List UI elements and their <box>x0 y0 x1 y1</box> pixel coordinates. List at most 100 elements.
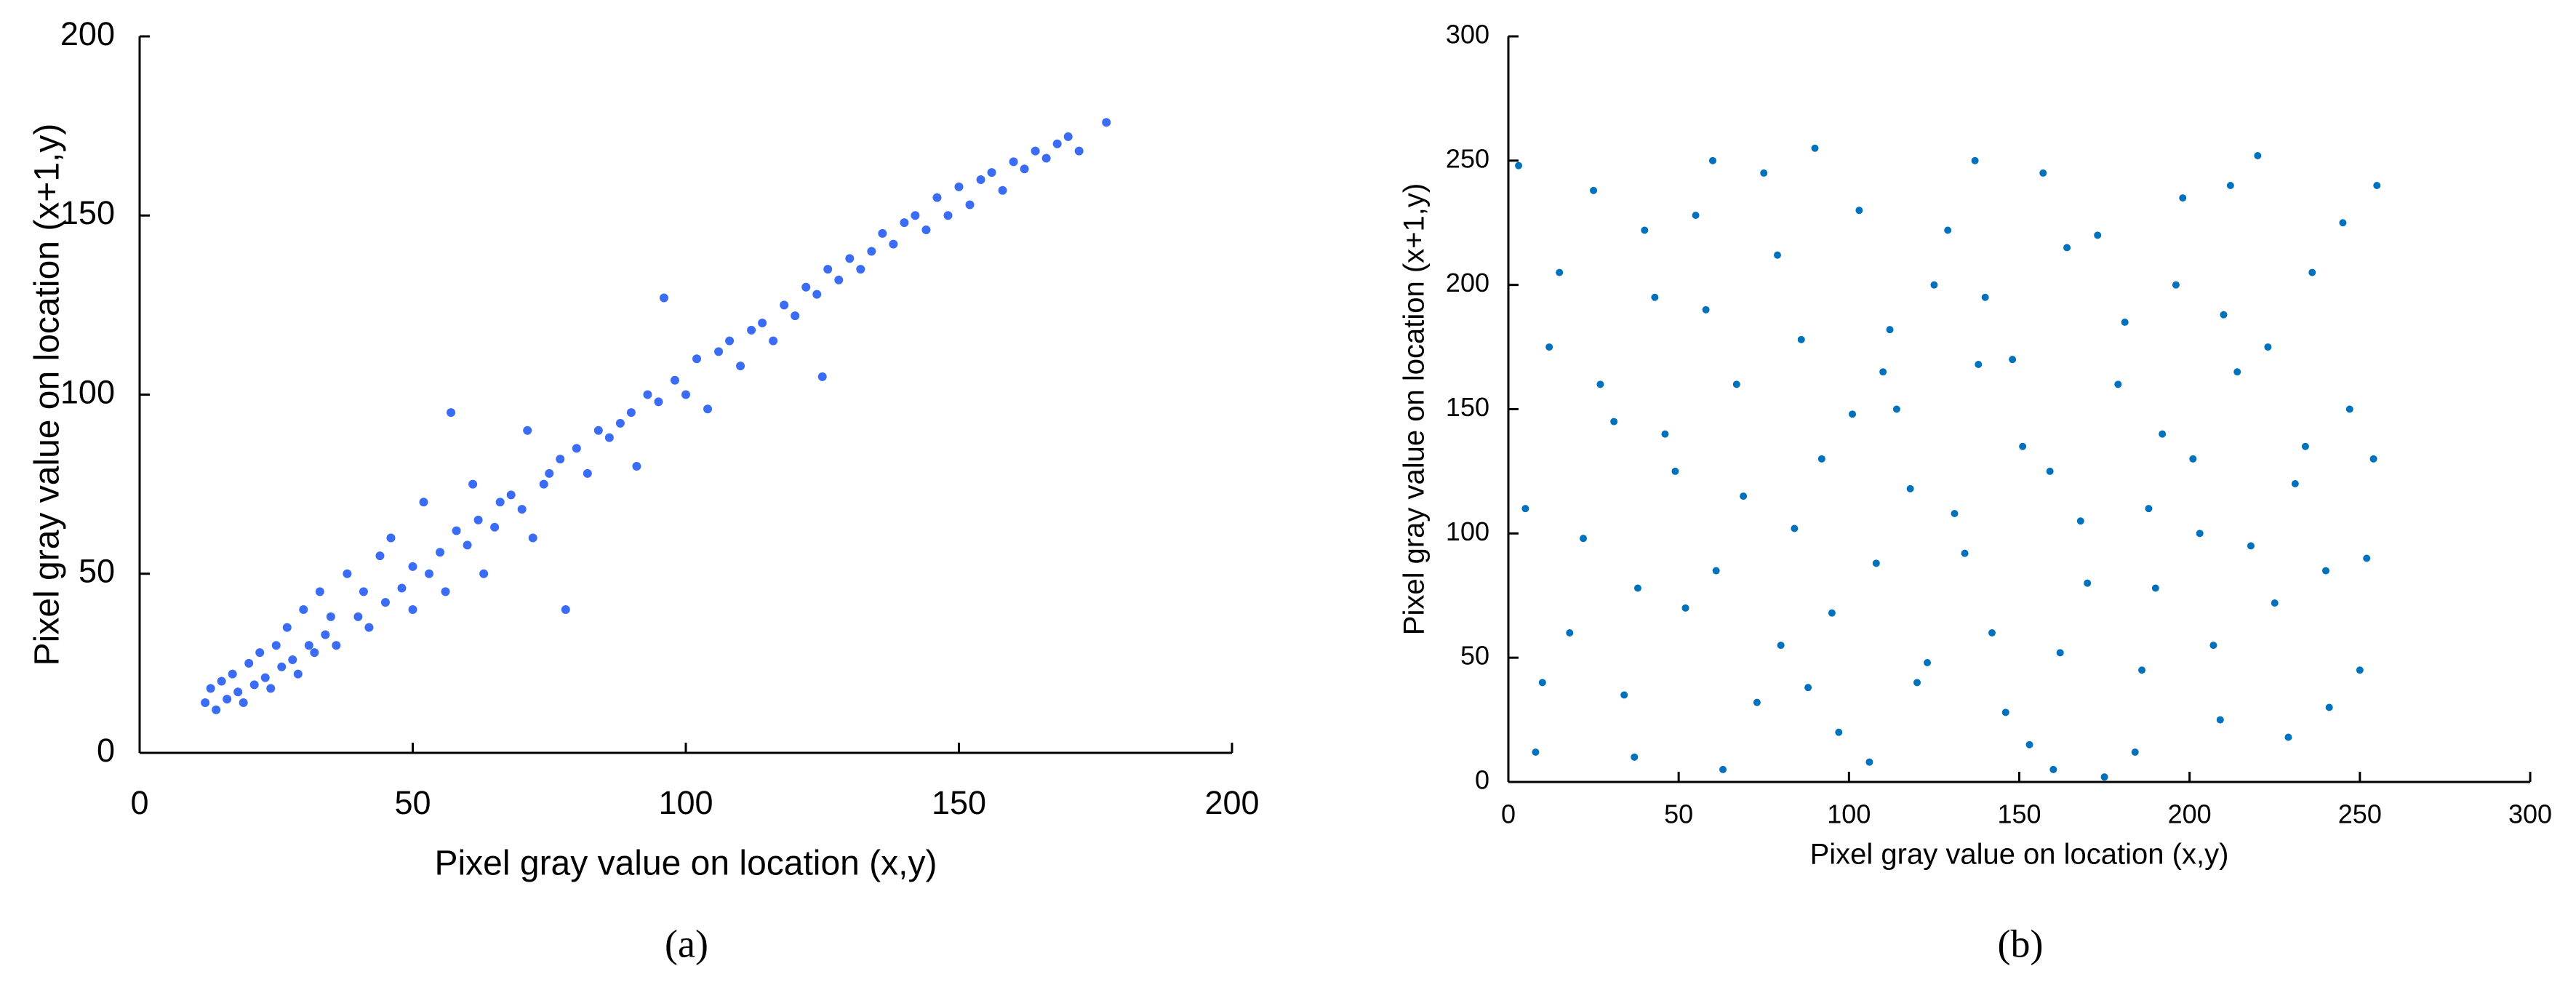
point <box>998 185 1007 195</box>
point <box>2084 579 2092 587</box>
point <box>1661 430 1669 438</box>
point <box>2131 749 2139 756</box>
point <box>2291 480 2299 487</box>
point <box>2209 642 2217 650</box>
point <box>736 362 745 371</box>
point <box>2247 542 2255 550</box>
x-tick-label: 300 <box>2508 799 2552 829</box>
point <box>1074 146 1084 156</box>
point <box>1633 584 1641 592</box>
point <box>201 698 210 708</box>
point <box>1879 368 1887 376</box>
point <box>758 319 767 327</box>
y-tick-label: 50 <box>79 553 115 590</box>
point <box>299 605 308 614</box>
point <box>321 630 330 639</box>
point <box>556 455 565 464</box>
point <box>1791 524 1799 532</box>
point <box>233 687 243 697</box>
point <box>2019 442 2027 450</box>
point <box>583 468 592 478</box>
point <box>2369 455 2377 463</box>
point <box>1515 161 1523 169</box>
point <box>1041 153 1051 163</box>
point <box>249 680 259 690</box>
point <box>1566 629 1574 636</box>
y-tick-label: 150 <box>1446 392 1489 422</box>
point <box>1740 492 1748 500</box>
point <box>632 462 641 471</box>
point <box>2114 380 2122 388</box>
point <box>2049 765 2057 773</box>
point <box>659 293 668 303</box>
point <box>1009 157 1018 167</box>
point <box>343 569 352 578</box>
point <box>1031 146 1040 156</box>
point <box>2233 368 2241 376</box>
point <box>1641 226 1649 234</box>
point <box>2356 666 2364 674</box>
point <box>463 540 472 550</box>
point <box>326 612 335 621</box>
point <box>643 390 652 399</box>
x-tick-label: 100 <box>1827 799 1871 829</box>
x-tick-label: 0 <box>130 784 148 821</box>
caption: (b) <box>1998 922 2044 965</box>
x-tick-label: 150 <box>932 784 986 821</box>
point <box>2284 733 2292 741</box>
point <box>2056 649 2064 657</box>
point <box>2138 666 2146 674</box>
point <box>223 695 232 704</box>
point <box>212 705 221 714</box>
y-tick-label: 50 <box>1460 641 1489 671</box>
point <box>1709 156 1716 164</box>
point <box>615 418 625 428</box>
x-axis-label: Pixel gray value on location (x,y) <box>435 845 937 883</box>
point <box>987 168 996 177</box>
point <box>654 397 663 407</box>
point <box>2159 430 2167 438</box>
point <box>353 612 363 621</box>
point <box>1580 535 1588 543</box>
point <box>1712 567 1720 575</box>
point <box>375 551 385 561</box>
point <box>1944 226 1952 234</box>
point <box>293 669 303 679</box>
point <box>954 182 964 191</box>
x-tick-label: 0 <box>1501 799 1516 829</box>
point <box>703 404 713 414</box>
point <box>801 282 811 292</box>
point <box>817 372 827 381</box>
x-axis-label: Pixel gray value on location (x,y) <box>1810 839 2229 871</box>
point <box>2322 567 2329 575</box>
point <box>2172 281 2180 289</box>
y-tick-label: 100 <box>1446 516 1489 546</box>
point <box>1681 604 1689 612</box>
point <box>593 426 603 435</box>
point <box>681 390 690 399</box>
point <box>2196 530 2204 538</box>
point <box>1631 753 1639 761</box>
point <box>900 218 909 228</box>
point <box>1020 164 1029 174</box>
point <box>976 175 985 184</box>
point <box>425 569 434 578</box>
y-tick-label: 100 <box>60 373 115 410</box>
y-tick-label: 0 <box>1475 765 1489 795</box>
point <box>473 515 483 524</box>
point <box>812 290 822 299</box>
chart: 0 50 100 150 200 0 50 100 150 200 Pixel gray value… <box>28 15 1260 966</box>
point <box>419 498 428 507</box>
point <box>1651 293 1659 301</box>
caption: (a) <box>665 922 708 965</box>
point <box>1886 326 1894 334</box>
point <box>260 673 270 682</box>
point <box>1063 132 1073 141</box>
point <box>561 605 570 614</box>
point <box>2025 740 2033 749</box>
point <box>889 239 898 249</box>
point <box>1975 361 1983 368</box>
point <box>1538 679 1546 687</box>
point <box>780 300 789 310</box>
